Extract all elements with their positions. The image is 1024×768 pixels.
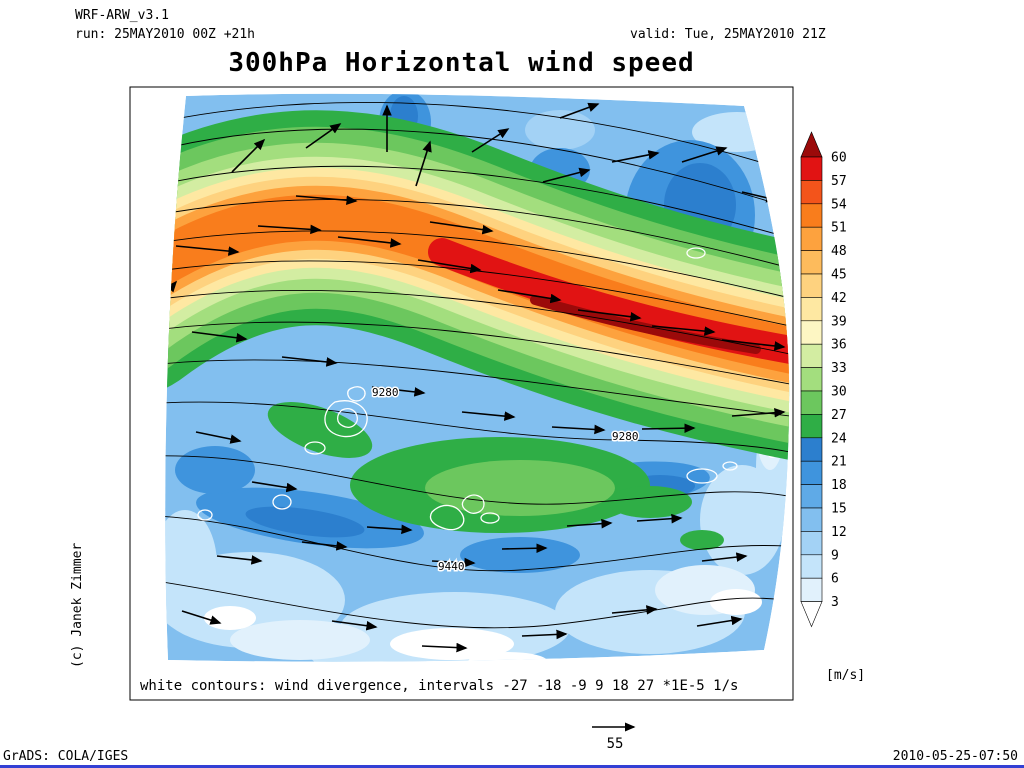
colorbar-segment [800,250,823,275]
colorbar-units-label: [m/s] [826,668,865,683]
colorbar-tick-label: 60 [831,151,847,166]
colorbar-tick-label: 27 [831,408,847,423]
grads-credit: GrADS: COLA/IGES [3,749,129,764]
colorbar-segment [800,273,823,298]
colorbar-under-arrow [800,601,823,628]
colorbar-tick-label: 9 [831,548,839,563]
colorbar-segment [800,180,823,205]
divergence-caption: white contours: wind divergence, interva… [140,678,739,694]
colorbar-segment [800,156,823,181]
wind-speed-field: 9280 9280 9440 [165,93,790,662]
colorbar-segment [800,414,823,439]
colorbar-tick-label: 54 [831,197,847,212]
valid-time-label: valid: Tue, 25MAY2010 21Z [630,27,826,42]
height-contour-label: 9280 [372,386,399,399]
height-contour-label: 9440 [438,560,465,573]
colorbar-tick-label: 36 [831,338,847,353]
colorbar-segment [800,297,823,322]
colorbar-segment [800,367,823,392]
colorbar-segment [800,460,823,485]
colorbar-tick-label: 39 [831,314,847,329]
run-time-label: run: 25MAY2010 00Z +21h [75,27,256,42]
colorbar-tick-label: 42 [831,291,847,306]
reference-vector: 55 [592,722,636,752]
bottom-edge-line [0,765,1024,768]
colorbar: 60 57 54 51 48 45 42 39 36 33 30 27 24 21 18 15 12 9 6 3 [800,131,847,628]
secondary-wind-maxima [267,402,724,550]
colorbar-segment [800,484,823,509]
colorbar-segment [800,554,823,579]
colorbar-segment [800,390,823,415]
divergence-contours [197,247,738,531]
colorbar-over-arrow [800,131,823,158]
page-title: 300hPa Horizontal wind speed [228,48,695,78]
colorbar-tick-label: 12 [831,525,847,540]
colorbar-tick-label: 48 [831,244,847,259]
plot-frame [129,86,794,701]
colorbar-tick-label: 15 [831,502,847,517]
colorbar-segment [800,226,823,251]
colorbar-segment [800,577,823,602]
model-version-label: WRF-ARW_v3.1 [75,8,169,23]
colorbar-tick-label: 18 [831,478,847,493]
colorbar-tick-label: 33 [831,361,847,376]
colorbar-segment [800,203,823,228]
colorbar-segment [800,507,823,532]
colorbar-tick-label: 30 [831,385,847,400]
height-contours [165,102,790,629]
colorbar-tick-label: 51 [831,221,847,236]
colorbar-tick-label: 3 [831,595,839,610]
jet-stream-bands [165,110,790,462]
colorbar-tick-label: 24 [831,431,847,446]
colorbar-tick-label: 57 [831,174,847,189]
height-contour-label: 9280 [612,430,639,443]
colorbar-segment [800,437,823,462]
colorbar-tick-label: 6 [831,572,839,587]
reference-arrow-value: 55 [607,736,624,752]
colorbar-tick-label: 21 [831,455,847,470]
colorbar-tick-label: 45 [831,268,847,283]
colorbar-segment [800,343,823,368]
pale-wind-patches [165,112,790,662]
colorbar-segment [800,531,823,556]
timestamp: 2010-05-25-07:50 [892,749,1018,764]
colorbar-segment [800,320,823,345]
wind-arrows [165,102,786,653]
